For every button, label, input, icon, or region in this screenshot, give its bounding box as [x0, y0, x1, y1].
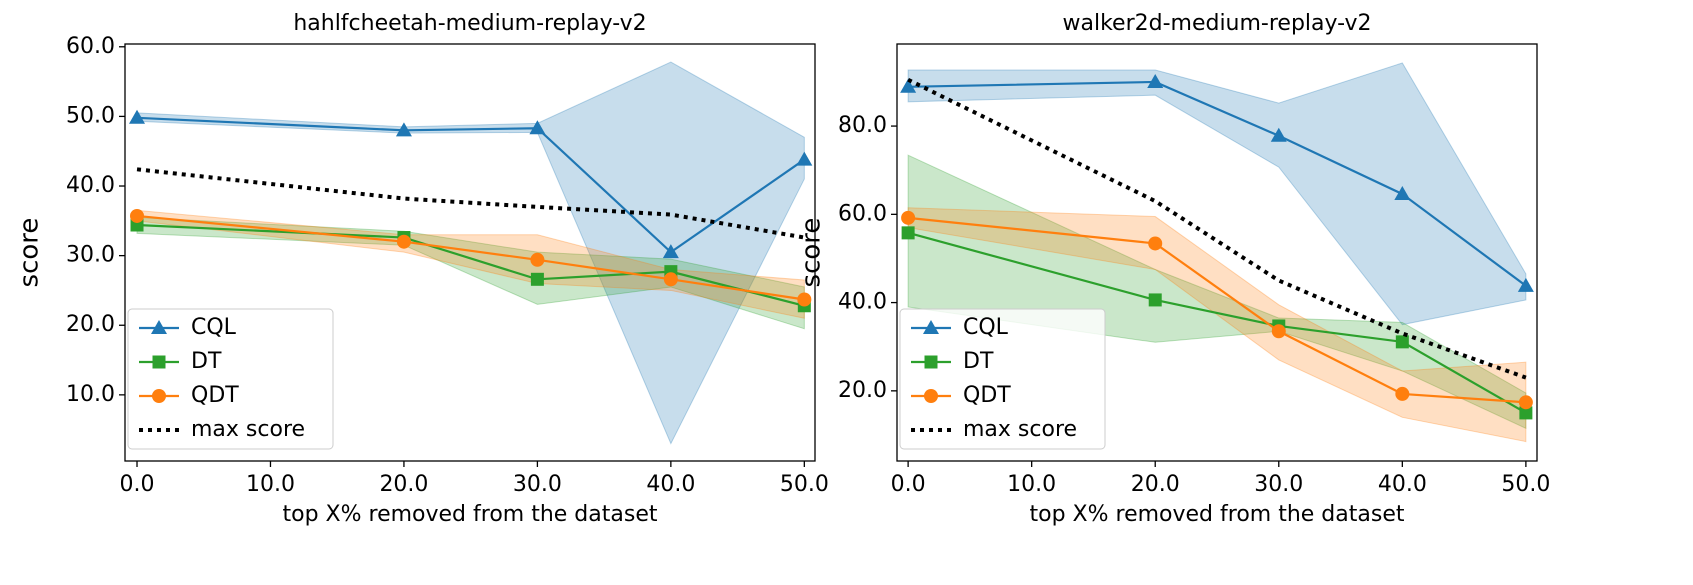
y-tick-label: 40.0: [838, 290, 887, 315]
x-axis-label: top X% removed from the dataset: [1030, 502, 1405, 527]
y-axis-label: score: [15, 218, 45, 288]
confidence-band: [907, 207, 1527, 443]
x-tick-label: 50.0: [1501, 472, 1550, 497]
y-tick-label: 20.0: [838, 378, 887, 403]
marker: [1147, 73, 1164, 88]
legend-box: [899, 308, 1106, 450]
x-tick-label: 50.0: [780, 472, 829, 497]
marker: [796, 151, 813, 166]
y-tick-label: 50.0: [66, 103, 115, 128]
y-tick-label: 40.0: [66, 173, 115, 198]
marker: [901, 210, 916, 225]
confidence-band: [136, 216, 805, 330]
y-tick-label: 60.0: [66, 34, 115, 59]
x-tick-label: 10.0: [246, 472, 295, 497]
chart-title: hahlfcheetah-medium-replay-v2: [293, 11, 646, 36]
legend-label: DT: [191, 349, 222, 374]
legend-label: QDT: [963, 383, 1011, 408]
x-tick-label: 30.0: [513, 472, 562, 497]
legend-label: CQL: [963, 315, 1009, 340]
marker: [530, 272, 544, 286]
legend-marker: [151, 320, 167, 334]
x-tick-label: 40.0: [1378, 472, 1427, 497]
x-tick-label: 0.0: [891, 472, 926, 497]
marker: [1517, 277, 1534, 292]
legend-marker: [924, 389, 938, 403]
marker: [797, 292, 812, 307]
marker: [1518, 395, 1533, 410]
legend: CQL DT QDT max score: [899, 308, 1106, 450]
y-tick-label: 80.0: [838, 113, 887, 138]
marker: [1519, 406, 1533, 420]
x-tick-label: 20.0: [1131, 472, 1180, 497]
marker: [662, 244, 679, 259]
legend-marker: [924, 355, 938, 369]
marker: [129, 109, 146, 124]
x-tick-label: 10.0: [1007, 472, 1056, 497]
x-tick-label: 40.0: [646, 472, 695, 497]
legend-label: max score: [191, 417, 305, 442]
marker: [663, 272, 678, 287]
legend: CQL DT QDT max score: [127, 308, 334, 450]
marker: [1395, 386, 1410, 401]
y-tick-label: 10.0: [66, 382, 115, 407]
chart-title: walker2d-medium-replay-v2: [1062, 11, 1371, 36]
marker: [530, 252, 545, 267]
legend-label: QDT: [191, 383, 239, 408]
legend-label: DT: [963, 349, 994, 374]
marker: [1148, 293, 1162, 307]
marker: [1394, 186, 1411, 201]
marker: [900, 78, 917, 93]
marker: [1395, 335, 1409, 349]
y-tick-label: 20.0: [66, 312, 115, 337]
series-line: [907, 77, 1527, 380]
legend-label: max score: [963, 417, 1077, 442]
legend-marker: [152, 355, 166, 369]
plot-frame: [896, 43, 1538, 462]
x-tick-label: 20.0: [379, 472, 428, 497]
y-tick-label: 30.0: [66, 243, 115, 268]
marker: [396, 234, 411, 249]
marker: [529, 120, 546, 135]
subplot: hahlfcheetah-medium-replay-v2 top X% remo…: [15, 11, 829, 527]
legend-marker: [152, 389, 166, 403]
marker: [1148, 236, 1163, 251]
confidence-band: [907, 62, 1527, 326]
marker: [395, 122, 412, 137]
legend-marker: [923, 320, 939, 334]
marker: [1271, 324, 1286, 339]
legend-box: [127, 308, 334, 450]
x-tick-label: 0.0: [120, 472, 155, 497]
y-axis-label: score: [797, 218, 827, 288]
confidence-band: [136, 61, 805, 445]
y-tick-label: 60.0: [838, 201, 887, 226]
x-tick-label: 30.0: [1254, 472, 1303, 497]
legend-label: CQL: [191, 315, 237, 340]
marker: [130, 208, 145, 223]
marker: [901, 226, 915, 240]
subplot: walker2d-medium-replay-v2 top X% removed …: [797, 11, 1551, 527]
plot-frame: [124, 43, 816, 462]
confidence-band: [136, 209, 805, 319]
x-axis-label: top X% removed from the dataset: [283, 502, 658, 527]
marker: [1270, 127, 1287, 142]
